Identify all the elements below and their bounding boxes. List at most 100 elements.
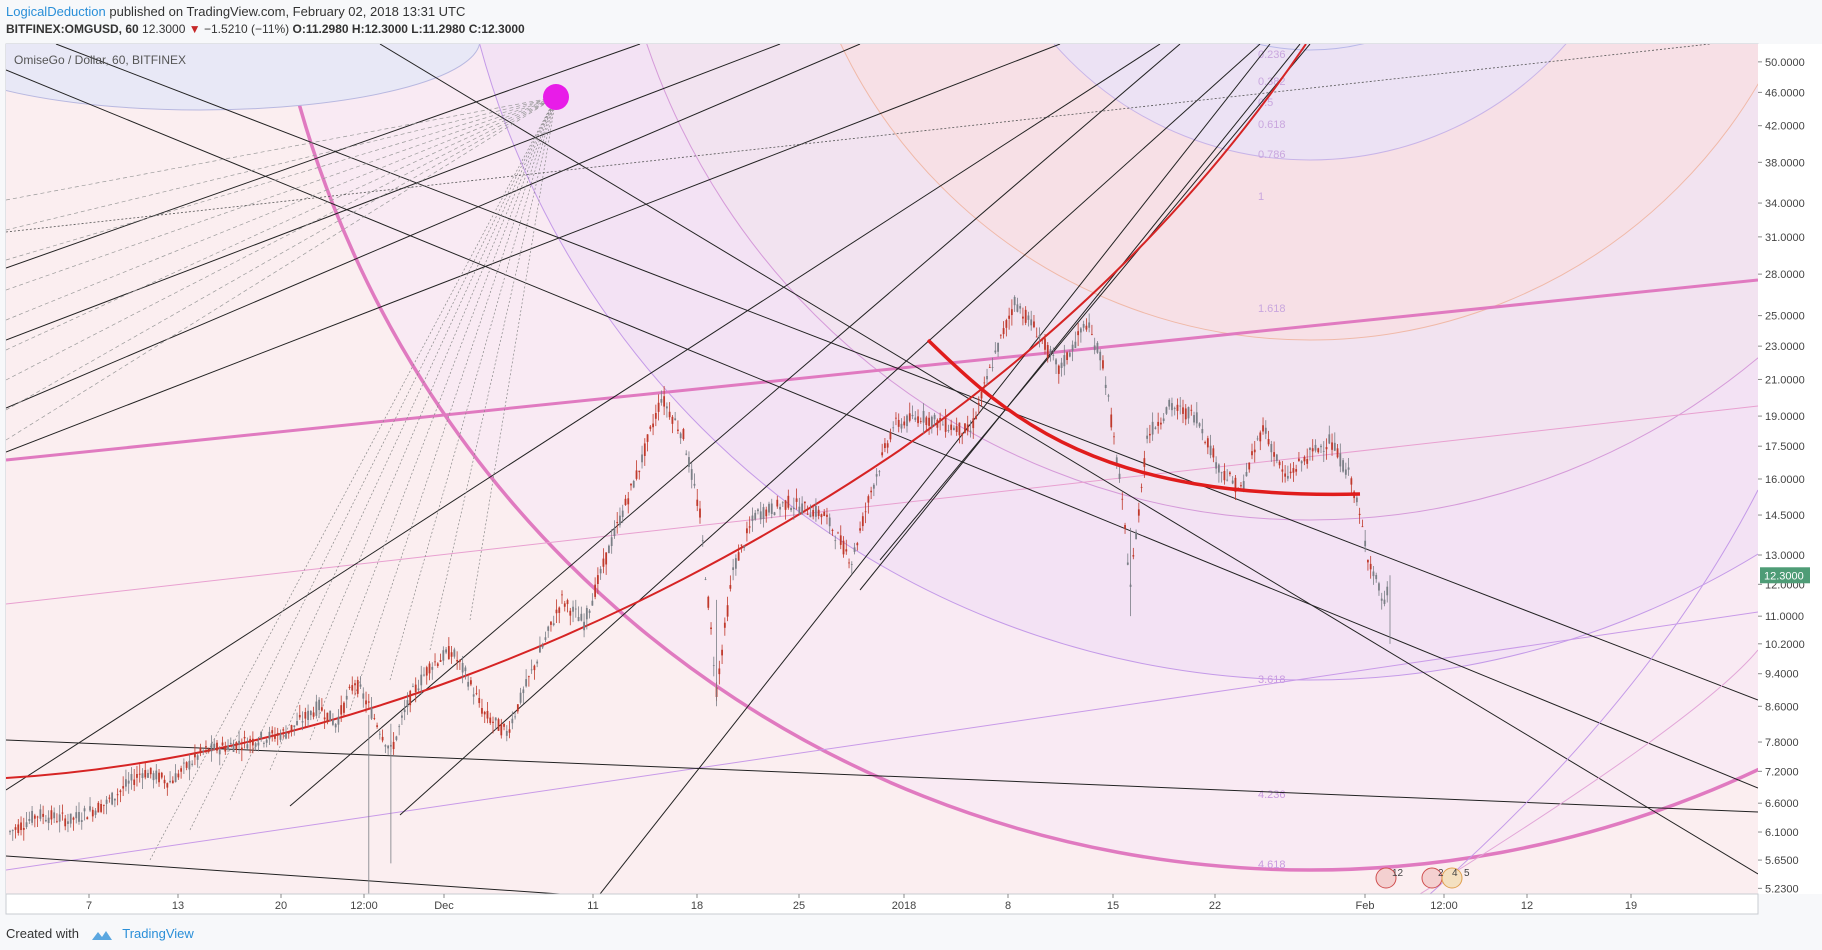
candle-body	[922, 410, 925, 423]
candle-body	[544, 637, 547, 640]
candle-body	[213, 743, 216, 750]
candle-body	[718, 668, 721, 675]
candle-body	[914, 417, 917, 420]
dashed-fan-line	[6, 96, 557, 291]
candle-body	[1300, 461, 1303, 464]
candle-body	[406, 700, 409, 708]
dotted-fan-line	[189, 96, 557, 831]
candle-body	[116, 794, 119, 796]
author-link[interactable]: LogicalDeduction	[6, 4, 106, 19]
y-tick-label: 46.0000	[1765, 87, 1805, 99]
candle-body	[28, 818, 31, 821]
candle-body	[1165, 407, 1168, 414]
candle-body	[447, 646, 450, 660]
candle-body	[1322, 450, 1325, 452]
candle-body	[395, 736, 398, 740]
candle-body	[820, 514, 823, 518]
fib-circle-topleft	[6, 44, 480, 111]
candle-body	[133, 779, 136, 785]
candle-body	[356, 679, 359, 694]
candle-body	[152, 773, 155, 781]
candle-body	[345, 695, 348, 700]
fib-circle	[1255, 44, 1365, 51]
y-tick-label: 25.0000	[1765, 311, 1805, 323]
candle-body	[610, 537, 613, 547]
dashed-fan-line	[6, 96, 557, 231]
candle-body	[977, 402, 980, 405]
event-count: 4	[1452, 868, 1458, 879]
candle-body	[58, 814, 61, 822]
candle-body	[155, 770, 158, 780]
candle-body	[127, 780, 130, 784]
candle-body	[373, 718, 376, 719]
candle-body	[798, 506, 801, 514]
low-value: L:11.2980	[411, 22, 466, 36]
candle-body	[50, 810, 53, 820]
candle-body	[784, 500, 787, 510]
candle-body	[160, 772, 163, 778]
candle-body	[558, 607, 561, 613]
x-tick-label: 12	[1521, 900, 1533, 912]
candle-body	[191, 763, 194, 765]
fib-label: 0.786	[1258, 149, 1286, 161]
candle-body	[298, 714, 301, 718]
down-arrow-icon: ▼	[188, 22, 201, 36]
candle-body	[1044, 338, 1046, 350]
candle-body	[848, 562, 850, 564]
candle-body	[649, 426, 652, 429]
candle-body	[417, 688, 420, 691]
candle-body	[221, 742, 224, 746]
candle-body	[174, 773, 177, 783]
candle-body	[472, 694, 475, 697]
dashed-fan-line	[6, 96, 557, 351]
candle-body	[527, 676, 530, 678]
candle-body	[276, 732, 279, 736]
candle-body	[1284, 473, 1287, 477]
candle-body	[445, 649, 447, 653]
candle-body	[961, 433, 964, 436]
candle-body	[196, 755, 199, 760]
candle-body	[1259, 432, 1262, 442]
candle-body	[25, 822, 28, 828]
candle-body	[307, 710, 309, 720]
candle-body	[403, 709, 406, 713]
x-tick-label: 12:00	[1430, 900, 1458, 912]
fib-label: 3.618	[1258, 674, 1286, 686]
candle-body	[585, 607, 588, 620]
candle-body	[806, 514, 809, 515]
candle-body	[737, 552, 740, 561]
tradingview-link[interactable]: TradingView	[122, 926, 194, 941]
candle-body	[591, 600, 594, 606]
candle-body	[301, 721, 304, 723]
dotted-fan-line	[309, 96, 557, 741]
fib-label: 0.618	[1258, 119, 1286, 131]
candle-body	[210, 743, 213, 752]
candle-body	[318, 699, 321, 711]
candle-body	[425, 667, 428, 676]
candle-body	[983, 382, 986, 384]
candle-body	[1195, 412, 1198, 424]
candle-body	[169, 780, 171, 783]
candle-body	[580, 613, 583, 621]
candle-body	[1201, 428, 1204, 434]
candle-body	[194, 752, 196, 758]
price-axis	[1758, 44, 1822, 894]
candle-body	[243, 736, 246, 739]
candle-body	[696, 499, 699, 506]
candle-body	[1386, 586, 1389, 596]
x-tick-label: Dec	[434, 900, 454, 912]
candle-body	[740, 544, 743, 546]
candle-body	[685, 453, 688, 455]
candle-body	[1137, 509, 1140, 516]
candle-body	[1096, 342, 1099, 353]
candle-body	[1333, 442, 1336, 451]
trendline	[379, 44, 1758, 875]
candle-body	[141, 773, 144, 778]
candle-body	[635, 470, 638, 479]
candle-body	[1107, 395, 1110, 397]
candle-body	[657, 402, 660, 412]
candle-body	[930, 416, 933, 427]
candle-body	[870, 490, 873, 493]
candle-body	[710, 627, 712, 630]
